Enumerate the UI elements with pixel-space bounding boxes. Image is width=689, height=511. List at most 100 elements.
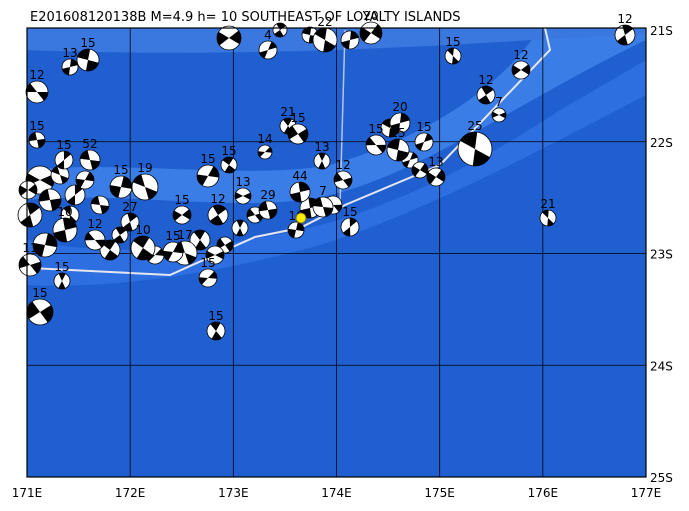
compression-quadrant bbox=[390, 113, 410, 133]
focal-mechanism: 15 bbox=[54, 138, 74, 170]
compression-quadrant bbox=[617, 25, 633, 45]
compression-quadrant bbox=[29, 132, 45, 148]
compression-quadrant bbox=[387, 139, 409, 161]
focal-mechanism: 52 bbox=[79, 137, 101, 171]
focal-mechanism: 20 bbox=[389, 100, 411, 134]
focal-mechanism: 15 bbox=[196, 152, 220, 188]
compression-quadrant bbox=[18, 184, 38, 196]
depth-label: 12 bbox=[210, 192, 225, 206]
depth-label: 12 bbox=[335, 158, 350, 172]
depth-label: 15 bbox=[416, 120, 431, 134]
depth-label: 12 bbox=[478, 73, 493, 87]
depth-label: 4 bbox=[264, 28, 272, 42]
focal-mechanism: 12 bbox=[511, 48, 531, 80]
focal-mechanism bbox=[111, 226, 129, 244]
depth-label: 15 bbox=[290, 111, 305, 125]
compression-quadrant bbox=[210, 321, 222, 341]
depth-label: 20 bbox=[363, 9, 378, 23]
focal-mechanism: 15 bbox=[53, 260, 71, 290]
focal-mechanism bbox=[99, 239, 121, 261]
depth-label: 15 bbox=[342, 205, 357, 219]
depth-label: 15 bbox=[165, 229, 180, 243]
focal-mechanism: 19 bbox=[131, 161, 159, 201]
compression-quadrant bbox=[365, 137, 387, 153]
compression-quadrant bbox=[91, 196, 109, 214]
depth-label: 10 bbox=[135, 223, 150, 237]
depth-label: 15 bbox=[221, 144, 236, 158]
depth-label: 15 bbox=[56, 138, 71, 152]
depth-label: 17 bbox=[177, 228, 192, 242]
depth-label: 12 bbox=[29, 68, 44, 82]
compression-quadrant bbox=[209, 205, 227, 225]
focal-mechanism: 44 bbox=[289, 169, 311, 203]
focal-mechanism: 11 bbox=[18, 241, 42, 277]
focal-mechanism: 15 bbox=[206, 309, 226, 341]
focal-mechanism bbox=[64, 184, 86, 206]
compression-quadrant bbox=[63, 205, 77, 225]
compression-quadrant bbox=[133, 235, 153, 261]
compression-quadrant bbox=[76, 172, 94, 188]
focal-mechanism bbox=[18, 180, 38, 200]
compression-quadrant bbox=[198, 271, 218, 285]
focal-mechanism: 12 bbox=[84, 217, 106, 251]
compression-quadrant bbox=[20, 202, 40, 228]
depth-label: 15 bbox=[208, 309, 223, 323]
trench-shade bbox=[27, 60, 646, 286]
compression-quadrant bbox=[172, 209, 192, 221]
compression-quadrant bbox=[478, 85, 494, 105]
focal-mechanism bbox=[90, 195, 110, 215]
focal-mechanism: 15 bbox=[76, 36, 100, 72]
compression-quadrant bbox=[113, 226, 127, 244]
lon-label: 174E bbox=[321, 486, 352, 500]
depth-label: 11 bbox=[22, 241, 37, 255]
depth-label: 15 bbox=[368, 122, 383, 136]
compression-quadrant bbox=[343, 217, 357, 237]
focal-mechanism bbox=[205, 245, 225, 265]
focal-mechanism: 13 bbox=[313, 140, 331, 170]
focal-mechanism: 13 bbox=[234, 175, 252, 205]
lon-label: 177E bbox=[631, 486, 662, 500]
focal-mechanism: 7 bbox=[312, 184, 334, 218]
focal-mechanism: 15 bbox=[162, 229, 184, 263]
compression-quadrant bbox=[62, 59, 78, 75]
focal-mechanism: 4 bbox=[258, 28, 278, 60]
depth-label: 21 bbox=[280, 105, 295, 119]
compression-quadrant bbox=[234, 192, 252, 200]
beachball bbox=[231, 219, 249, 237]
compression-quadrant bbox=[145, 248, 165, 262]
compression-quadrant bbox=[287, 222, 305, 238]
depth-label: 13 bbox=[62, 46, 77, 60]
focal-mechanism: 15 bbox=[28, 119, 46, 149]
focal-mechanism: 15 bbox=[172, 193, 192, 225]
compression-quadrant bbox=[38, 189, 62, 211]
focal-mechanism: 25 bbox=[457, 119, 493, 167]
depth-label: 7 bbox=[319, 184, 327, 198]
compression-quadrant bbox=[26, 83, 48, 101]
compression-quadrant bbox=[290, 181, 310, 203]
compression-quadrant bbox=[102, 240, 118, 260]
depth-label: 15 bbox=[54, 260, 69, 274]
lat-label: 22S bbox=[650, 136, 673, 150]
focal-mechanism: 10 bbox=[130, 223, 156, 261]
lon-label: 172E bbox=[115, 486, 146, 500]
compression-quadrant bbox=[33, 233, 57, 257]
depth-label: 27 bbox=[122, 200, 137, 214]
depth-label: 15 bbox=[32, 286, 47, 300]
compression-quadrant bbox=[314, 27, 336, 53]
depth-label: 13 bbox=[428, 155, 443, 169]
focal-mechanism: 15 bbox=[26, 286, 54, 326]
compression-quadrant bbox=[341, 31, 359, 49]
focal-mechanism: 13 bbox=[61, 46, 79, 76]
focal-mechanism: 12 bbox=[25, 68, 49, 104]
compression-quadrant bbox=[27, 301, 53, 323]
depth-label: 12 bbox=[87, 217, 102, 231]
focal-mechanism bbox=[75, 170, 95, 190]
compression-quadrant bbox=[236, 220, 244, 236]
focal-mechanism: 10 bbox=[52, 205, 78, 243]
compression-quadrant bbox=[132, 174, 158, 200]
depth-label: 15 bbox=[390, 126, 405, 140]
compression-quadrant bbox=[426, 169, 446, 185]
depth-label: 14 bbox=[257, 132, 272, 146]
compression-quadrant bbox=[542, 209, 554, 227]
